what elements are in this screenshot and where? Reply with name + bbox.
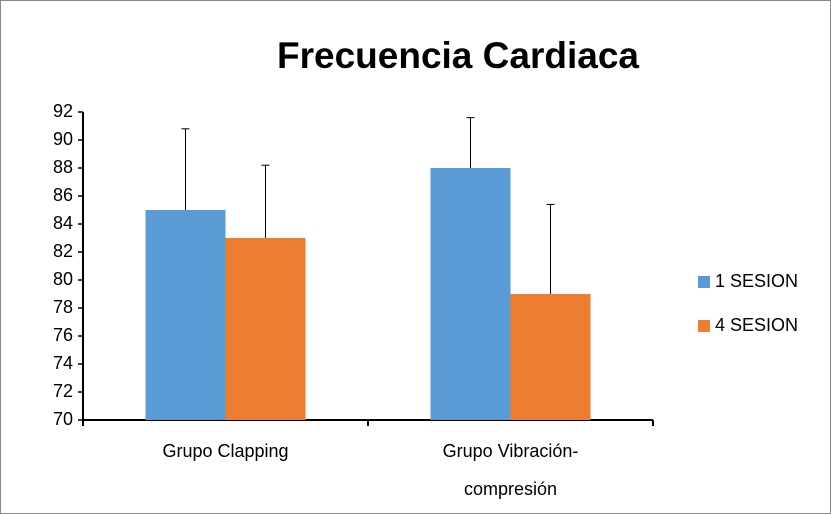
legend-label: 1 SESION <box>715 271 798 291</box>
y-tick-label: 76 <box>53 325 73 345</box>
legend-swatch <box>698 276 710 288</box>
y-tick-label: 86 <box>53 185 73 205</box>
y-tick-label: 72 <box>53 381 73 401</box>
y-tick-label: 80 <box>53 269 73 289</box>
y-tick-label: 84 <box>53 213 73 233</box>
bar <box>510 294 591 420</box>
y-tick-label: 88 <box>53 157 73 177</box>
bar <box>430 168 511 420</box>
legend-swatch <box>698 320 710 332</box>
x-tick-label: Grupo Clapping <box>162 441 289 461</box>
y-tick-label: 74 <box>53 353 73 373</box>
bar <box>145 210 226 420</box>
bar <box>225 238 306 420</box>
y-tick-label: 92 <box>53 101 73 121</box>
y-tick-label: 90 <box>53 129 73 149</box>
legend-label: 4 SESION <box>715 315 798 335</box>
x-tick-label: Grupo Vibración-compresión <box>442 441 579 499</box>
chart-title: Frecuencia Cardiaca <box>277 35 639 76</box>
y-tick-label: 70 <box>53 409 73 429</box>
y-tick-label: 78 <box>53 297 73 317</box>
y-tick-label: 82 <box>53 241 73 261</box>
